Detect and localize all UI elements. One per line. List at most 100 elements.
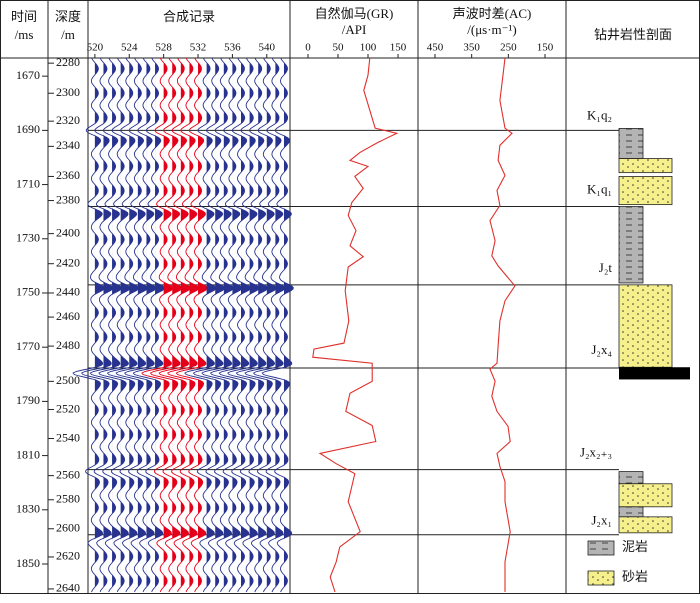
ac-curve (489, 57, 516, 592)
seismic-fill (266, 58, 277, 593)
coal-block (619, 367, 690, 380)
seismic-trace (80, 57, 114, 593)
seismic-trace (227, 57, 260, 593)
y-tick-label: 1830 (16, 502, 40, 516)
y-tick-label: 1670 (16, 68, 40, 82)
legend-label: 砂岩 (622, 569, 648, 584)
x-tick-label: 450 (427, 42, 444, 54)
y-tick-label: 1750 (16, 285, 40, 299)
depth-tick-label: 2540 (56, 430, 80, 444)
depth-tick-label: 2460 (56, 309, 80, 323)
seismic-fill (258, 58, 268, 593)
depth-tick-label: 2520 (56, 401, 80, 415)
lithology-block (618, 158, 673, 174)
lithology-block (618, 516, 673, 534)
seismic-trace (166, 57, 200, 593)
header: 声波时差(AC) (453, 6, 532, 21)
header: 自然伽马(GR) (315, 6, 394, 21)
seismic-fill (232, 58, 242, 593)
x-tick-label: 520 (87, 42, 104, 54)
y-tick-label: 1730 (16, 231, 40, 245)
x-tick-label: 536 (224, 42, 241, 54)
seismic-trace (235, 57, 268, 593)
formation-label: J₂x₄ (591, 342, 612, 357)
seismic-trace (149, 57, 183, 593)
depth-tick-label: 2300 (56, 85, 80, 99)
seismic-trace (141, 57, 174, 593)
lithology-block (618, 483, 673, 508)
legend-label: 泥岩 (622, 539, 648, 554)
seismic-fill (163, 58, 173, 593)
depth-tick-label: 2340 (56, 138, 80, 152)
lithology-block (618, 471, 644, 485)
y-tick-label: 1850 (16, 556, 40, 570)
formation-label: J₂x₁ (591, 513, 612, 528)
seismic-trace (209, 57, 243, 593)
y-tick-label: 1770 (16, 339, 40, 353)
seismic-fill (155, 58, 165, 593)
header: /ms (15, 27, 34, 42)
seismic-fill (120, 58, 130, 593)
x-tick-label: 528 (155, 42, 172, 54)
depth-tick-label: 2320 (56, 113, 80, 127)
seismic-fill (223, 58, 234, 593)
header: /m (61, 27, 75, 42)
depth-tick-label: 2480 (56, 338, 80, 352)
y-tick-label: 1690 (16, 122, 40, 136)
header: 深度 (55, 9, 81, 24)
seismic-trace (106, 57, 140, 593)
seismic-fill (198, 58, 208, 593)
seismic-fill (189, 58, 199, 593)
x-tick-label: 50 (333, 42, 345, 54)
depth-tick-label: 2420 (56, 255, 80, 269)
seismic-trace (72, 57, 105, 593)
header: /API (342, 22, 367, 37)
x-tick-label: 150 (390, 42, 407, 54)
formation-label: J₂t (599, 260, 613, 275)
x-tick-label: 250 (500, 42, 517, 54)
seismic-fill (103, 58, 113, 593)
seismic-trace (132, 57, 165, 593)
x-tick-label: 0 (305, 42, 311, 54)
seismic-fill (206, 58, 216, 593)
lithology-block (618, 206, 644, 284)
seismic-fill (94, 58, 105, 593)
seismic-fill (172, 58, 182, 593)
depth-tick-label: 2380 (56, 192, 80, 206)
x-tick-label: 532 (190, 42, 207, 54)
x-tick-label: 350 (463, 42, 480, 54)
depth-tick-label: 2440 (56, 285, 80, 299)
formation-label: K₁q₁ (587, 182, 612, 197)
seismic-fill (112, 58, 122, 593)
seismic-trace (218, 57, 251, 593)
seismic-fill (137, 58, 148, 593)
lithology-block (618, 284, 673, 368)
lithology-block (618, 506, 644, 518)
seismic-trace (244, 57, 277, 593)
seismic-trace (158, 57, 191, 593)
y-tick-label: 1810 (16, 447, 40, 461)
seismic-trace (201, 57, 234, 593)
formation-label: J₂x₂₊₃ (580, 444, 612, 459)
gr-curve (312, 57, 399, 593)
lithology-block (618, 128, 644, 159)
depth-tick-label: 2620 (56, 549, 80, 563)
y-tick-label: 1710 (16, 176, 40, 190)
depth-tick-label: 2280 (56, 55, 80, 69)
seismic-fill (241, 58, 251, 593)
formation-label: K₁q₂ (587, 107, 612, 122)
seismic-fill (283, 58, 294, 593)
header: 时间 (11, 9, 37, 24)
seismic-trace (261, 57, 294, 593)
seismic-trace (175, 57, 208, 593)
y-tick-label: 1790 (16, 393, 40, 407)
legend-swatch (587, 570, 615, 586)
legend-swatch (587, 540, 615, 556)
seismic-trace (123, 57, 157, 593)
depth-tick-label: 2360 (56, 168, 80, 182)
seismic-trace (89, 57, 122, 593)
depth-tick-label: 2400 (56, 225, 80, 239)
seismic-fill (129, 58, 139, 593)
